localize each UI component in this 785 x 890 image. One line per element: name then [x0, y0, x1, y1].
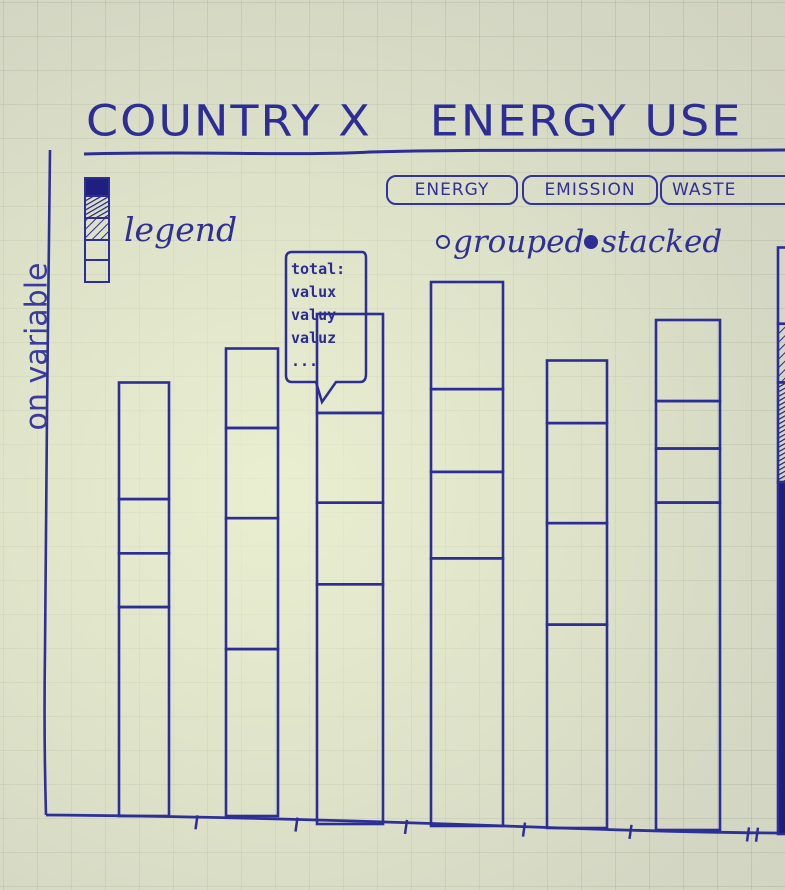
tab-emission[interactable]: EMISSION [522, 175, 658, 205]
radio-grouped[interactable]: grouped [436, 224, 584, 260]
radio-grouped-label: grouped [453, 224, 585, 260]
bar-5[interactable] [545, 359, 609, 830]
bar-2-segment-1 [224, 647, 280, 818]
bars-group [117, 246, 785, 836]
radio-grouped-dot [436, 235, 450, 249]
legend-swatches [84, 177, 110, 283]
legend-swatch-3 [84, 217, 110, 241]
radio-stacked-label: stacked [601, 224, 723, 260]
ticks-group [194, 815, 760, 842]
bar-5-segment-2 [545, 521, 609, 626]
radio-stacked[interactable]: stacked [584, 224, 722, 260]
bar-3-segment-2 [315, 501, 385, 586]
bar-7[interactable] [776, 246, 785, 836]
tooltip-line-z: valuz [291, 329, 337, 347]
title-part-2: ENERGY USE [429, 96, 743, 146]
bar-2-segment-4 [224, 347, 280, 430]
radio-stacked-dot [584, 235, 598, 249]
bar-6[interactable] [654, 318, 722, 832]
x-tick-2 [294, 817, 299, 832]
x-axis-line [45, 813, 785, 835]
tooltip-line-total: total: [291, 260, 346, 278]
bar-4-segment-2 [429, 470, 505, 560]
x-tick-1 [194, 815, 199, 830]
x-tick-7 [754, 827, 760, 842]
bar-6-segment-2 [654, 447, 722, 504]
x-tick-4 [521, 822, 527, 837]
x-tick-3 [403, 819, 409, 835]
tooltip-text: total: valux valuy valuz ... [291, 258, 345, 373]
bar-5-segment-4 [545, 359, 609, 425]
legend-swatch-2 [84, 195, 110, 219]
bar-3-segment-3 [315, 411, 385, 505]
bar-1-segment-2 [117, 551, 171, 609]
bar-6-segment-1 [654, 501, 722, 832]
bar-4[interactable] [429, 280, 505, 828]
bar-1-segment-4 [117, 381, 171, 501]
bar-2[interactable] [224, 347, 280, 818]
tooltip-line-x: valux [291, 283, 337, 301]
bar-3-segment-1 [315, 582, 385, 826]
tab-energy[interactable]: ENERGY [386, 175, 518, 205]
bar-7-segment-4 [776, 246, 785, 326]
legend-swatch-4 [84, 239, 110, 261]
legend-label: legend [124, 210, 238, 249]
x-tick-5 [628, 824, 633, 840]
tooltip-bubble [284, 250, 368, 405]
bar-5-segment-3 [545, 421, 609, 525]
bar-1[interactable] [117, 381, 171, 818]
bar-6-segment-3 [654, 399, 722, 450]
chart-title: COUNTRY X ENERGY USE [86, 96, 742, 146]
bar-3[interactable] [315, 312, 385, 826]
bar-5-segment-1 [545, 623, 609, 830]
bar-1-segment-1 [117, 605, 171, 818]
bar-4-segment-1 [429, 557, 505, 828]
tooltip-line-y: valuy [291, 306, 337, 324]
bar-6-segment-4 [654, 318, 722, 403]
legend-swatch-5 [84, 259, 110, 283]
bar-3-segment-4 [315, 312, 385, 415]
bar-7-segment-1 [776, 480, 785, 836]
x-tick-6 [745, 827, 751, 842]
y-axis-line [43, 149, 52, 816]
tab-waste[interactable]: WASTE [660, 175, 785, 205]
bar-7-segment-2 [776, 381, 785, 484]
tooltip-line-more: ... [291, 352, 319, 370]
y-axis-label: on variable [19, 262, 55, 431]
bar-4-segment-4 [429, 280, 505, 391]
title-part-1: COUNTRY X [86, 96, 372, 146]
bar-2-segment-3 [224, 426, 280, 520]
title-underline [83, 148, 785, 156]
bar-1-segment-3 [117, 497, 171, 555]
bar-2-segment-2 [224, 516, 280, 651]
bar-7-segment-3 [776, 322, 785, 384]
bar-4-segment-3 [429, 387, 505, 474]
legend-swatch-1 [84, 177, 110, 197]
